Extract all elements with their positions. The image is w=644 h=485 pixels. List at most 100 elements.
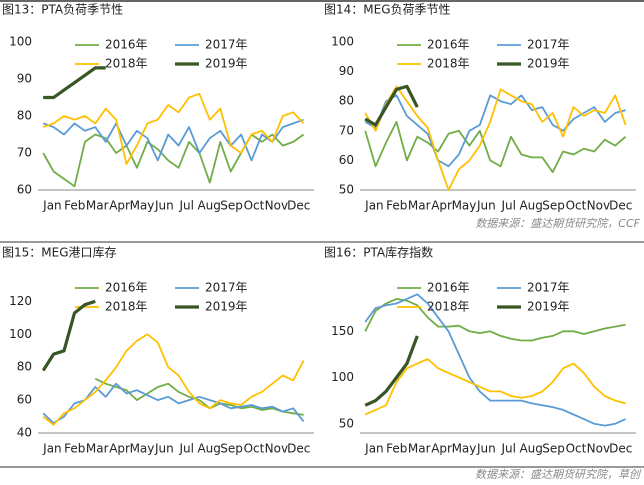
x-tick-label: Jan [42,442,62,456]
legend-label: 2019年 [527,300,570,314]
series-line [364,84,419,127]
x-tick-label: Dec [609,442,632,456]
series-line [42,92,305,165]
x-tick-label: Oct [566,442,587,456]
x-tick-label: Jun [476,442,496,456]
x-tick-label: May [452,442,477,456]
x-tick-label: May [130,199,155,213]
x-tick-label: Nov [587,442,610,456]
legend-label: 2019年 [205,57,248,71]
y-tick-label: 70 [339,123,354,137]
x-tick-label: Feb [64,199,85,213]
x-tick-label: Nov [587,199,610,213]
y-tick-label: 100 [331,35,354,49]
legend-label: 2019年 [205,300,248,314]
x-tick-label: Jan [364,442,384,456]
x-tick-label: Sep [220,442,243,456]
y-tick-label: 50 [339,416,354,430]
series-line [364,298,626,342]
chart-title: 图13：PTA负荷季节性 [2,3,123,17]
x-tick-label: Oct [244,199,265,213]
x-tick-label: Aug [519,199,542,213]
x-tick-label: Jan [42,199,62,213]
y-tick-label: 80 [17,360,32,374]
y-tick-label: 40 [17,426,32,440]
series-line [42,133,305,188]
series-line [42,333,305,426]
x-tick-label: Aug [197,199,220,213]
x-tick-label: Sep [220,199,243,213]
legend-label: 2019年 [527,57,570,71]
x-tick-label: Jul [501,199,516,213]
series-line [364,335,419,407]
x-tick-label: Mar [408,199,431,213]
source-note: 数据来源：盛达期货研究院，草创 [475,468,642,481]
legend-label: 2018年 [105,300,148,314]
series-line [94,377,304,416]
legend-label: 2016年 [105,281,148,295]
x-tick-label: Jun [476,199,496,213]
x-tick-label: Jun [154,442,174,456]
x-tick-label: Nov [265,199,288,213]
y-tick-label: 100 [9,35,32,49]
legend-label: 2017年 [527,281,570,295]
x-tick-label: Apr [431,442,452,456]
x-tick-label: Feb [64,442,85,456]
x-tick-label: Jul [179,199,194,213]
chart-title: 图14：MEG负荷季节性 [324,3,451,17]
y-tick-label: 50 [339,183,354,197]
y-tick-label: 90 [339,64,354,78]
x-tick-label: Jan [364,199,384,213]
y-tick-label: 120 [9,294,32,308]
legend-label: 2017年 [205,38,248,52]
x-tick-label: May [130,442,155,456]
y-tick-label: 100 [9,327,32,341]
chart-title: 图15：MEG港口库存 [2,245,117,260]
x-tick-label: May [452,199,477,213]
series-line [364,293,626,427]
x-tick-label: Sep [542,442,565,456]
series-line [42,118,304,162]
x-tick-label: Dec [287,199,310,213]
x-tick-label: Jul [501,442,516,456]
y-tick-label: 80 [339,94,354,108]
legend-label: 2016年 [105,38,148,52]
x-tick-label: Feb [386,199,407,213]
legend-label: 2017年 [527,38,570,52]
x-tick-label: Apr [109,199,130,213]
x-tick-label: Nov [265,442,288,456]
y-tick-label: 60 [17,183,32,197]
x-tick-label: Apr [431,199,452,213]
y-tick-label: 70 [17,146,32,160]
x-tick-label: Mar [86,199,109,213]
y-tick-label: 60 [17,393,32,407]
x-tick-label: Dec [609,199,632,213]
legend-label: 2016年 [427,38,470,52]
source-note: 数据来源：盛达期货研究院，CCF [475,217,640,230]
series-line [364,358,626,416]
series-line [364,85,627,191]
series-line [364,121,627,174]
y-tick-label: 80 [17,109,32,123]
legend-label: 2016年 [427,281,470,295]
y-tick-label: 90 [17,72,32,86]
x-tick-label: Aug [197,442,220,456]
legend-label: 2018年 [427,300,470,314]
y-tick-label: 60 [339,153,354,167]
series-line [41,299,96,372]
y-tick-label: 100 [331,370,354,384]
chart-panel: 图13：PTA负荷季节性 60 70 80 90 100 Jan Feb Mar Apr May Ju… [2,3,314,213]
x-tick-label: Apr [109,442,130,456]
y-tick-label: 150 [331,324,354,338]
x-tick-label: Sep [542,199,565,213]
x-tick-label: Aug [519,442,542,456]
legend-label: 2018年 [427,57,470,71]
chart-title: 图16：PTA库存指数 [324,245,433,260]
legend-label: 2017年 [205,281,248,295]
x-tick-label: Jul [179,442,194,456]
x-tick-label: Feb [386,442,407,456]
